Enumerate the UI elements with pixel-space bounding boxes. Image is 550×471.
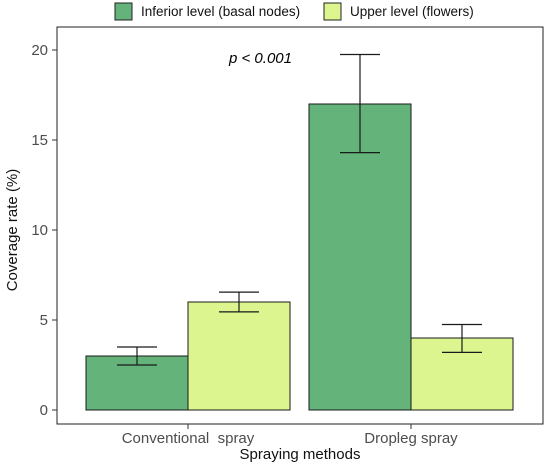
- plot-panel-border: [56, 26, 544, 425]
- x-axis: Conventional spray Dropleg spray: [122, 424, 458, 447]
- x-tick-label: Dropleg spray: [364, 430, 458, 447]
- y-tick-label: 20: [31, 42, 48, 59]
- x-tick-label: Conventional spray: [122, 430, 255, 447]
- y-axis-title: Coverage rate (%): [4, 169, 21, 292]
- y-tick-label: 0: [40, 402, 48, 419]
- bar-upper-0: [187, 301, 291, 411]
- error-bar: [117, 346, 157, 366]
- p-value-annotation: p < 0.001: [228, 50, 292, 67]
- y-axis: 0 5 10 15 20: [31, 42, 57, 419]
- y-tick-label: 10: [31, 222, 48, 239]
- error-bars: [117, 53, 482, 366]
- legend-label-inferior: Inferior level (basal nodes): [141, 4, 300, 19]
- x-axis-title: Spraying methods: [240, 446, 361, 463]
- error-bar: [442, 323, 482, 353]
- y-tick-label: 5: [40, 312, 48, 329]
- legend-label-upper: Upper level (flowers): [350, 4, 474, 19]
- y-tick-label: 15: [31, 132, 48, 149]
- error-bar: [340, 53, 380, 154]
- legend-swatch-upper: [323, 2, 342, 21]
- legend: Inferior level (basal nodes) Upper level…: [114, 2, 474, 21]
- bar-inferior-1: [308, 103, 412, 411]
- legend-swatch-inferior: [114, 2, 133, 21]
- bars: [85, 103, 514, 411]
- error-bar: [219, 291, 259, 313]
